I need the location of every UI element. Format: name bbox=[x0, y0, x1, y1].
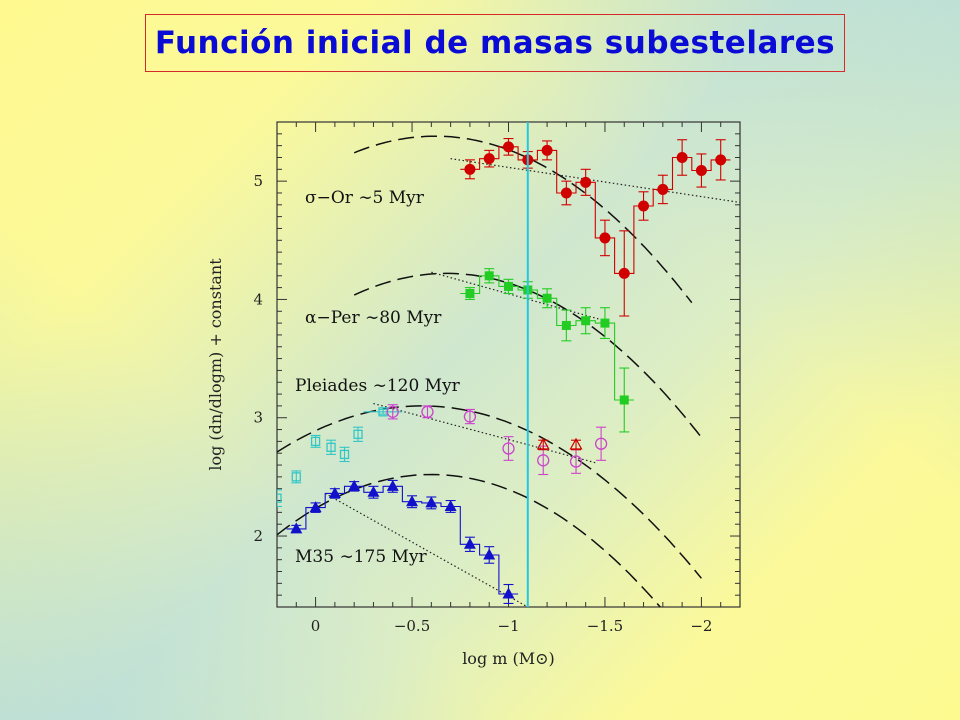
x-axis-label: log m (M⊙) bbox=[462, 649, 555, 668]
y-tick-label: 4 bbox=[253, 290, 263, 308]
data-point-m35 bbox=[367, 485, 380, 497]
data-point-sigma_ori bbox=[715, 154, 727, 166]
data-point-sigma_ori bbox=[580, 176, 592, 188]
data-point-pleiades-circle bbox=[594, 437, 608, 450]
data-point-m35 bbox=[425, 496, 438, 508]
data-point-pleiades-triangle bbox=[569, 437, 583, 450]
data-point-pleiades-triangle bbox=[536, 437, 550, 450]
data-point-m35 bbox=[502, 587, 515, 599]
powerlaw-fit-m35 bbox=[324, 492, 529, 607]
x-tick-label: −1 bbox=[497, 617, 519, 635]
data-point-alpha_per bbox=[619, 395, 629, 405]
slide-title: Función inicial de masas subestelares bbox=[154, 25, 836, 61]
data-point-m35 bbox=[463, 537, 476, 549]
powerlaw-fit-sigma_ori bbox=[450, 158, 740, 204]
data-point-alpha_per bbox=[504, 281, 513, 291]
data-point-sigma_ori bbox=[560, 187, 572, 199]
y-axis-label: log (dn/dlogm) + constant bbox=[206, 258, 225, 471]
histogram-m35 bbox=[286, 485, 519, 595]
cluster-label-alpha_per: α−Per ∼80 Myr bbox=[305, 308, 442, 328]
data-point-alpha_per bbox=[542, 293, 552, 303]
chart-panel: 0 −0.5 −1 −1.5 −2 2 3 4 5 log m (M⊙) log (dn/dlogm… bbox=[197, 110, 757, 685]
x-tick-label: −1.5 bbox=[587, 617, 623, 635]
data-point-pleiades-circle bbox=[421, 405, 434, 418]
data-point-sigma_ori bbox=[503, 141, 514, 153]
plot-area bbox=[277, 135, 740, 607]
data-point-pleiades-circle bbox=[463, 410, 477, 423]
data-point-sigma_ori bbox=[695, 165, 707, 176]
data-point-m35 bbox=[406, 495, 419, 507]
cluster-label-m35: M35 ∼175 Myr bbox=[295, 547, 428, 567]
slide-title-box: Función inicial de masas subestelares bbox=[145, 14, 845, 72]
data-point-sigma_ori bbox=[464, 163, 476, 175]
lognormal-fit-sigma_ori bbox=[353, 135, 693, 304]
imf-chart: 0 −0.5 −1 −1.5 −2 2 3 4 5 log m (M⊙) log (dn/dlogm… bbox=[206, 121, 741, 668]
data-point-pleiades-square bbox=[353, 429, 363, 439]
data-point-sigma_ori bbox=[483, 153, 495, 165]
data-point-pleiades-square bbox=[339, 449, 350, 460]
powerlaw-fit-pleiades bbox=[373, 402, 596, 464]
lognormal-fit-alpha_per bbox=[353, 272, 702, 438]
histogram-sigma_ori bbox=[460, 146, 731, 274]
lognormal-fit-pleiades bbox=[277, 405, 702, 579]
y-tick-label: 2 bbox=[253, 527, 263, 545]
data-point-m35 bbox=[328, 486, 341, 498]
data-point-alpha_per bbox=[484, 271, 494, 281]
data-point-alpha_per bbox=[600, 318, 610, 328]
x-tick-label: −2 bbox=[690, 617, 712, 635]
data-point-alpha_per bbox=[581, 316, 591, 326]
data-point-sigma_ori bbox=[657, 183, 669, 195]
lognormal-fit-m35 bbox=[277, 473, 662, 607]
data-point-pleiades-square bbox=[277, 493, 282, 503]
data-point-sigma_ori bbox=[676, 151, 688, 163]
cluster-label-sigma_ori: σ−Or ∼5 Myr bbox=[305, 188, 425, 208]
data-point-pleiades-circle bbox=[386, 405, 399, 418]
x-tick-label: −0.5 bbox=[394, 617, 430, 635]
data-point-pleiades-square bbox=[310, 436, 321, 447]
data-point-alpha_per bbox=[561, 320, 571, 330]
data-point-pleiades-circle bbox=[502, 442, 515, 455]
data-point-pleiades-square bbox=[326, 442, 336, 452]
data-point-m35 bbox=[386, 479, 399, 491]
x-tick-label: 0 bbox=[311, 617, 321, 635]
y-tick-label: 5 bbox=[253, 172, 263, 190]
data-point-sigma_ori bbox=[618, 267, 630, 279]
powerlaw-fit-alpha_per bbox=[431, 271, 606, 322]
data-point-m35 bbox=[444, 499, 457, 511]
data-point-sigma_ori bbox=[638, 200, 650, 212]
cluster-label-pleiades: Pleiades ∼120 Myr bbox=[295, 376, 461, 396]
data-point-m35 bbox=[348, 479, 361, 491]
data-point-alpha_per bbox=[465, 289, 475, 299]
data-point-sigma_ori bbox=[599, 232, 611, 244]
y-tick-label: 3 bbox=[253, 409, 263, 427]
data-point-pleiades-circle bbox=[569, 455, 583, 468]
data-point-sigma_ori bbox=[541, 144, 553, 156]
data-point-m35 bbox=[309, 501, 322, 513]
data-point-pleiades-square bbox=[291, 472, 301, 482]
data-point-m35 bbox=[290, 522, 303, 534]
data-point-pleiades-circle bbox=[537, 454, 550, 467]
data-point-m35 bbox=[483, 548, 496, 560]
